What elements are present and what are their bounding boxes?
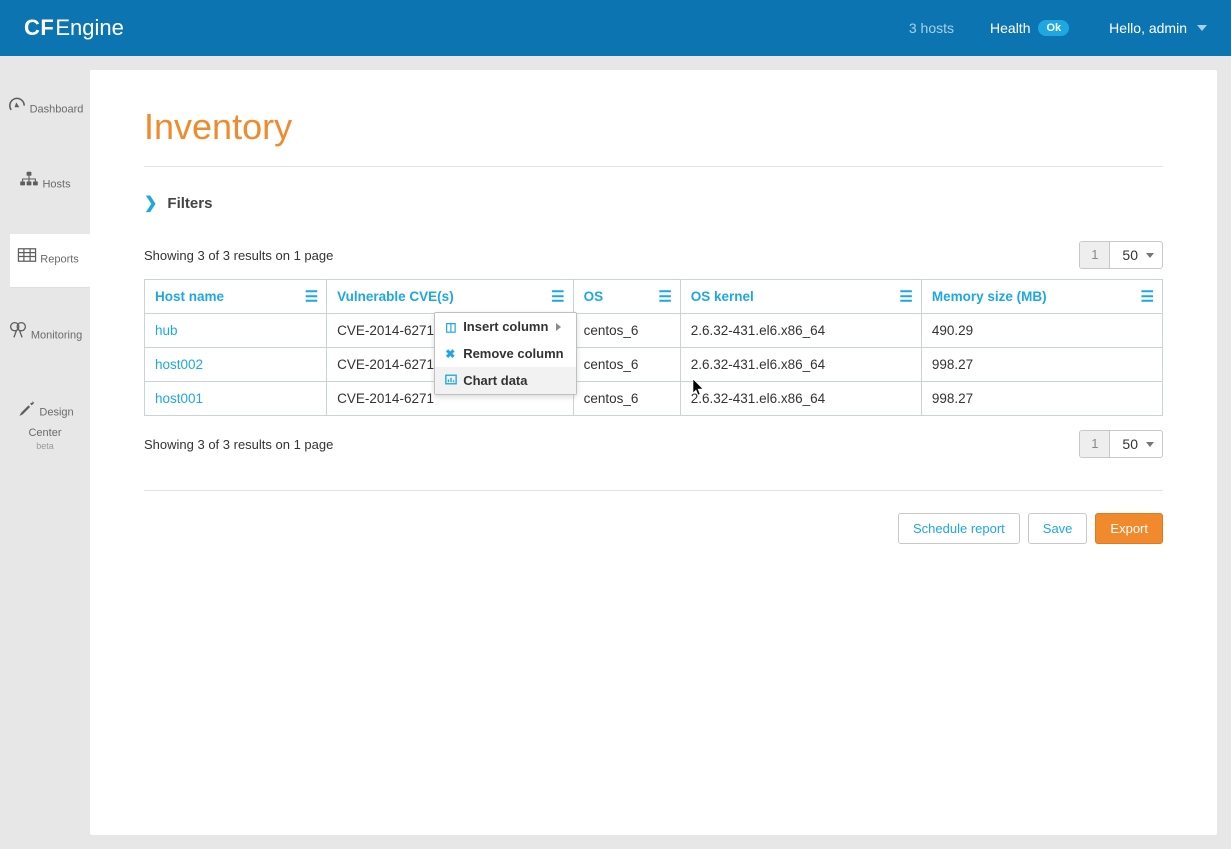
pager-page[interactable]: 1 <box>1080 431 1110 457</box>
column-menu-icon[interactable]: ☰ <box>899 289 912 304</box>
th-vulnerable-cve[interactable]: Vulnerable CVE(s) ☰ ◫ Insert column <box>327 280 573 314</box>
pager-size-value: 50 <box>1122 436 1138 452</box>
sidebar-item-monitoring[interactable]: Monitoring <box>0 309 90 364</box>
sidebar-item-label: Hosts <box>42 178 70 190</box>
divider <box>144 166 1163 167</box>
user-greeting: Hello, admin <box>1109 20 1187 36</box>
th-label: Host name <box>155 289 224 304</box>
sidebar-item-label: Dashboard <box>30 103 84 115</box>
sidebar-item-label: Reports <box>40 253 79 265</box>
pager-bottom: 1 50 <box>1079 430 1163 458</box>
caret-down-icon <box>1146 442 1154 447</box>
table-row: host001CVE-2014-6271centos_62.6.32-431.e… <box>145 382 1163 416</box>
insert-column-icon: ◫ <box>445 320 463 334</box>
design-center-icon <box>16 398 36 421</box>
sidebar: Dashboard Hosts Reports Monitoring Desig… <box>0 56 90 849</box>
pager-size-value: 50 <box>1122 247 1138 263</box>
user-menu[interactable]: Hello, admin <box>1109 20 1207 36</box>
remove-column-icon: ✖ <box>445 347 463 361</box>
ctx-item-label: Chart data <box>463 373 527 388</box>
filters-toggle[interactable]: ❯ Filters <box>144 193 1163 213</box>
health-badge: Ok <box>1038 20 1069 36</box>
sidebar-item-label: Monitoring <box>31 329 82 341</box>
results-summary-bottom: Showing 3 of 3 results on 1 page <box>144 437 333 452</box>
schedule-report-button[interactable]: Schedule report <box>898 513 1020 544</box>
column-context-menu: ◫ Insert column ✖ Remove column <box>434 312 576 395</box>
ctx-remove-column[interactable]: ✖ Remove column <box>435 340 575 367</box>
sidebar-item-sublabel: beta <box>4 441 86 451</box>
th-os-kernel[interactable]: OS kernel ☰ <box>680 280 921 314</box>
cell-host[interactable]: hub <box>145 314 327 348</box>
chevron-right-icon: ❯ <box>144 193 157 213</box>
pager-size-select[interactable]: 50 <box>1110 242 1162 268</box>
column-menu-icon[interactable]: ☰ <box>551 289 564 304</box>
cell-os: centos_6 <box>573 382 680 416</box>
host-link[interactable]: hub <box>155 323 178 338</box>
main-content: Inventory ❯ Filters Showing 3 of 3 resul… <box>90 70 1217 835</box>
table-row: host002CVE-2014-6271centos_62.6.32-431.e… <box>145 348 1163 382</box>
table-row: hubCVE-2014-6271centos_62.6.32-431.el6.x… <box>145 314 1163 348</box>
results-summary-top: Showing 3 of 3 results on 1 page <box>144 248 333 263</box>
save-button[interactable]: Save <box>1028 513 1088 544</box>
ctx-item-label: Remove column <box>463 346 563 361</box>
hosts-icon <box>19 171 39 192</box>
table-header-row: Host name ☰ Vulnerable CVE(s) ☰ ◫ Insert… <box>145 280 1163 314</box>
host-link[interactable]: host002 <box>155 357 203 372</box>
logo-cf: CF <box>24 15 54 40</box>
filters-label: Filters <box>167 195 212 212</box>
sidebar-item-design-center[interactable]: Design Center beta <box>0 386 90 465</box>
inventory-table: Host name ☰ Vulnerable CVE(s) ☰ ◫ Insert… <box>144 279 1163 416</box>
ctx-chart-data[interactable]: Chart data <box>435 367 575 394</box>
th-label: Memory size (MB) <box>932 289 1047 304</box>
th-os[interactable]: OS ☰ <box>573 280 680 314</box>
caret-down-icon <box>1146 253 1154 258</box>
th-memory-size[interactable]: Memory size (MB) ☰ <box>921 280 1162 314</box>
reports-icon <box>17 246 37 267</box>
sidebar-item-dashboard[interactable]: Dashboard <box>0 84 90 137</box>
column-menu-icon[interactable]: ☰ <box>1141 289 1154 304</box>
sidebar-item-hosts[interactable]: Hosts <box>0 159 90 212</box>
th-label: OS <box>584 289 604 304</box>
cell-mem: 490.29 <box>921 314 1162 348</box>
cell-mem: 998.27 <box>921 348 1162 382</box>
cell-os: centos_6 <box>573 314 680 348</box>
logo-engine: Engine <box>55 15 124 40</box>
top-header: CFEngine 3 hosts Health Ok Hello, admin <box>0 0 1231 56</box>
sidebar-item-label: Design Center <box>28 406 73 439</box>
th-host-name[interactable]: Host name ☰ <box>145 280 327 314</box>
header-health[interactable]: Health Ok <box>990 20 1069 36</box>
chevron-right-icon <box>556 323 561 331</box>
column-menu-icon[interactable]: ☰ <box>305 289 318 304</box>
host-link[interactable]: host001 <box>155 391 203 406</box>
chevron-down-icon <box>1197 25 1207 31</box>
cell-kernel: 2.6.32-431.el6.x86_64 <box>680 382 921 416</box>
header-hosts-link[interactable]: 3 hosts <box>909 20 954 36</box>
cell-mem: 998.27 <box>921 382 1162 416</box>
dashboard-icon <box>7 96 27 117</box>
column-menu-icon[interactable]: ☰ <box>658 289 671 304</box>
chart-data-icon <box>445 374 463 388</box>
monitoring-icon <box>8 321 28 344</box>
action-bar: Schedule report Save Export <box>144 490 1163 544</box>
cell-host[interactable]: host002 <box>145 348 327 382</box>
page-title: Inventory <box>144 106 1163 148</box>
cell-host[interactable]: host001 <box>145 382 327 416</box>
logo[interactable]: CFEngine <box>24 15 124 41</box>
ctx-insert-column[interactable]: ◫ Insert column <box>435 313 575 340</box>
cell-os: centos_6 <box>573 348 680 382</box>
ctx-item-label: Insert column <box>463 319 548 334</box>
pager-size-select[interactable]: 50 <box>1110 431 1162 457</box>
cell-kernel: 2.6.32-431.el6.x86_64 <box>680 314 921 348</box>
cell-kernel: 2.6.32-431.el6.x86_64 <box>680 348 921 382</box>
sidebar-item-reports[interactable]: Reports <box>10 234 90 287</box>
export-button[interactable]: Export <box>1095 513 1163 544</box>
th-label: OS kernel <box>691 289 754 304</box>
th-label: Vulnerable CVE(s) <box>337 289 454 304</box>
health-label: Health <box>990 20 1030 36</box>
pager-top: 1 50 <box>1079 241 1163 269</box>
pager-page[interactable]: 1 <box>1080 242 1110 268</box>
